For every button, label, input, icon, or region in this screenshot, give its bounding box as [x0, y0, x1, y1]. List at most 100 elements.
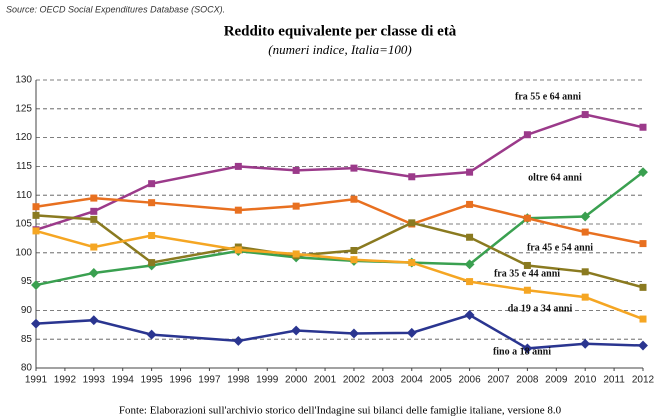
- x-tick-label: 2007: [487, 375, 510, 386]
- chart-title: Reddito equivalente per classe di età: [224, 23, 457, 39]
- y-tick-label: 90: [21, 305, 33, 316]
- marker: [32, 227, 40, 235]
- marker: [233, 335, 244, 346]
- marker: [523, 286, 531, 294]
- marker: [90, 194, 98, 202]
- x-tick-label: 1997: [198, 375, 221, 386]
- marker: [466, 278, 474, 286]
- marker: [581, 268, 589, 276]
- marker: [88, 268, 99, 278]
- marker: [639, 283, 647, 291]
- x-tick-label: 2009: [545, 375, 568, 386]
- series-line: [35, 196, 644, 245]
- marker: [522, 343, 533, 354]
- marker: [523, 261, 531, 269]
- x-tick-label: 1992: [54, 375, 77, 386]
- y-tick-label: 80: [21, 363, 33, 374]
- series-line: [35, 313, 644, 350]
- marker: [350, 246, 358, 254]
- marker: [234, 206, 242, 214]
- x-tick-label: 2003: [372, 375, 395, 386]
- marker: [523, 214, 531, 222]
- marker: [32, 211, 40, 219]
- marker: [464, 259, 475, 270]
- marker: [90, 207, 98, 215]
- marker: [350, 256, 358, 264]
- marker: [31, 318, 41, 329]
- y-tick-label: 125: [15, 103, 32, 114]
- marker: [88, 315, 99, 326]
- marker: [148, 199, 156, 207]
- series-label: oltre 64 anni: [528, 172, 582, 183]
- x-tick-label: 1995: [140, 375, 163, 386]
- marker: [350, 195, 358, 203]
- marker: [638, 167, 648, 178]
- marker: [581, 228, 589, 236]
- y-tick-label: 95: [21, 276, 33, 287]
- marker: [234, 162, 242, 170]
- chart-subtitle: (numeri indice, Italia=100): [268, 42, 411, 57]
- marker: [148, 180, 156, 188]
- marker: [523, 131, 531, 139]
- marker: [581, 293, 589, 301]
- marker: [639, 240, 647, 248]
- marker: [148, 232, 156, 240]
- x-tick-label: 2004: [401, 375, 424, 386]
- marker: [639, 315, 647, 323]
- y-tick-label: 110: [16, 190, 32, 201]
- y-tick-label: 130: [15, 75, 32, 86]
- marker: [408, 219, 416, 227]
- marker: [234, 246, 242, 254]
- marker: [292, 166, 300, 174]
- x-tick-label: 2001: [314, 375, 337, 386]
- y-tick-label: 85: [21, 334, 33, 345]
- x-tick-label: 2011: [603, 375, 625, 386]
- marker: [146, 329, 157, 340]
- y-tick-label: 115: [16, 161, 32, 172]
- y-tick-label: 100: [15, 247, 32, 258]
- marker: [90, 243, 98, 251]
- series-label: fra 45 e 54 anni: [527, 242, 593, 253]
- marker: [350, 164, 358, 172]
- marker: [638, 340, 648, 351]
- x-tick-label: 2012: [632, 375, 655, 386]
- marker: [349, 328, 359, 339]
- marker: [464, 310, 475, 320]
- series-label: da 19 a 34 anni: [508, 303, 573, 314]
- series-label: fra 55 e 64 anni: [515, 91, 581, 102]
- marker: [580, 211, 591, 222]
- x-tick-label: 1998: [227, 375, 250, 386]
- marker: [406, 327, 417, 338]
- y-tick-label: 120: [15, 132, 32, 143]
- y-tick-label: 105: [15, 219, 32, 230]
- x-tick-label: 2008: [516, 375, 539, 386]
- marker: [291, 325, 302, 336]
- footer: Fonte: Elaborazioni sull'archivio storic…: [119, 405, 562, 417]
- source: Source: OECD Social Expenditures Databas…: [6, 4, 225, 14]
- marker: [580, 338, 591, 349]
- marker: [32, 203, 40, 211]
- x-tick-label: 2010: [574, 375, 597, 386]
- x-tick-label: 2005: [430, 375, 453, 386]
- marker: [408, 173, 416, 181]
- x-tick-label: 1993: [83, 375, 106, 386]
- marker: [90, 215, 98, 223]
- marker: [466, 168, 474, 176]
- x-tick-label: 1994: [112, 375, 135, 386]
- series-label: fra 35 e 44 anni: [494, 268, 560, 279]
- x-tick-label: 2000: [285, 375, 308, 386]
- series-label: fino a 18 anni: [493, 346, 551, 357]
- marker: [408, 259, 416, 267]
- x-tick-label: 2006: [458, 375, 481, 386]
- marker: [148, 259, 156, 267]
- marker: [639, 123, 647, 131]
- x-tick-label: 1999: [256, 375, 279, 386]
- marker: [581, 111, 589, 119]
- x-tick-label: 1991: [25, 375, 48, 386]
- x-tick-label: 1996: [169, 375, 192, 386]
- marker: [466, 233, 474, 241]
- x-tick-label: 2002: [343, 375, 366, 386]
- marker: [292, 202, 300, 210]
- marker: [466, 200, 474, 208]
